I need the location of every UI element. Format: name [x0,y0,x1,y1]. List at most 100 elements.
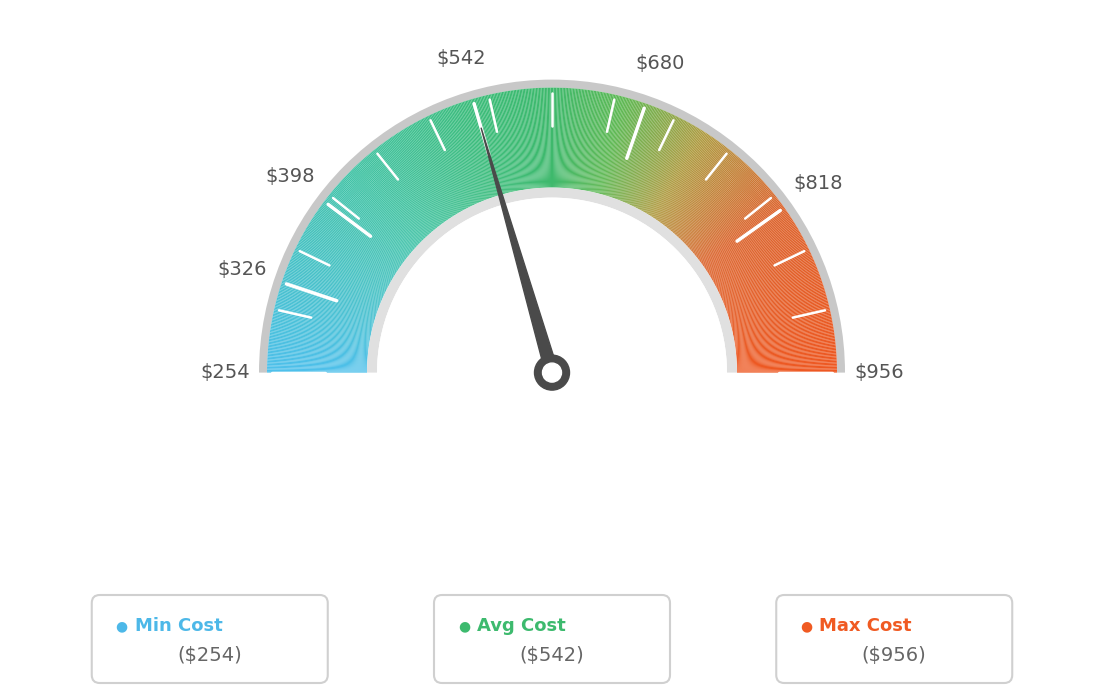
Wedge shape [362,159,429,235]
Wedge shape [698,198,778,260]
Wedge shape [268,343,368,354]
Wedge shape [350,170,422,242]
Wedge shape [468,100,499,196]
Wedge shape [603,99,631,195]
Wedge shape [723,265,817,304]
Wedge shape [677,162,745,237]
Wedge shape [666,148,729,228]
Wedge shape [592,94,614,192]
Wedge shape [724,270,818,307]
Wedge shape [735,328,834,344]
Wedge shape [347,175,420,244]
Wedge shape [702,206,784,266]
Wedge shape [323,201,404,262]
Wedge shape [733,312,831,334]
Wedge shape [305,229,392,280]
Wedge shape [599,97,627,194]
Wedge shape [495,93,516,191]
Wedge shape [268,351,368,359]
Wedge shape [420,119,467,208]
Wedge shape [681,168,752,240]
Wedge shape [532,88,540,188]
Wedge shape [671,155,737,232]
Wedge shape [268,347,368,357]
Wedge shape [736,342,836,353]
Wedge shape [599,97,626,194]
Wedge shape [593,95,617,193]
Wedge shape [598,97,625,194]
Wedge shape [519,89,532,189]
Wedge shape [269,333,369,348]
Wedge shape [267,357,368,364]
Wedge shape [629,113,672,205]
Wedge shape [273,315,371,336]
Wedge shape [713,231,800,282]
Wedge shape [530,88,539,188]
Circle shape [534,355,570,390]
Wedge shape [382,143,443,224]
FancyBboxPatch shape [776,595,1012,683]
Wedge shape [737,366,837,370]
Text: $398: $398 [266,167,316,186]
Wedge shape [280,286,375,317]
Text: $254: $254 [200,363,250,382]
Wedge shape [417,121,466,210]
Wedge shape [601,98,628,195]
Wedge shape [716,242,806,288]
Wedge shape [351,169,423,241]
Wedge shape [684,173,756,244]
Wedge shape [337,184,413,251]
Wedge shape [737,371,837,373]
Wedge shape [633,116,678,206]
Wedge shape [731,299,828,326]
Wedge shape [734,324,834,342]
Wedge shape [290,258,383,299]
Wedge shape [309,222,395,276]
Wedge shape [412,124,463,211]
Wedge shape [310,221,395,275]
Wedge shape [648,129,701,215]
Wedge shape [559,88,564,188]
Text: ($956): ($956) [862,646,926,665]
Wedge shape [379,146,440,226]
Wedge shape [403,129,456,215]
Wedge shape [587,93,608,191]
Wedge shape [688,179,763,248]
Text: ($542): ($542) [520,646,584,665]
Wedge shape [688,179,762,248]
Wedge shape [423,118,469,208]
Wedge shape [501,92,520,190]
Wedge shape [429,115,474,206]
Wedge shape [505,91,522,190]
Wedge shape [385,140,445,222]
Wedge shape [730,295,827,323]
Wedge shape [732,309,830,333]
Wedge shape [295,248,385,293]
Wedge shape [712,229,799,280]
Wedge shape [718,247,808,292]
Wedge shape [604,99,633,195]
Wedge shape [710,225,797,277]
Wedge shape [677,163,746,237]
Polygon shape [481,128,559,375]
Wedge shape [682,171,754,242]
Wedge shape [367,155,433,232]
Wedge shape [291,257,383,298]
Wedge shape [736,361,837,366]
Wedge shape [725,272,819,308]
Wedge shape [518,90,531,189]
Wedge shape [736,364,837,368]
Wedge shape [613,104,647,198]
Wedge shape [611,102,643,197]
Wedge shape [736,344,836,355]
Wedge shape [486,95,510,193]
Wedge shape [628,113,670,204]
Wedge shape [630,115,675,206]
Wedge shape [352,168,423,240]
Wedge shape [340,181,415,249]
Wedge shape [371,151,436,230]
Wedge shape [442,109,481,202]
Wedge shape [513,90,528,189]
Wedge shape [291,255,383,297]
Wedge shape [721,255,813,297]
